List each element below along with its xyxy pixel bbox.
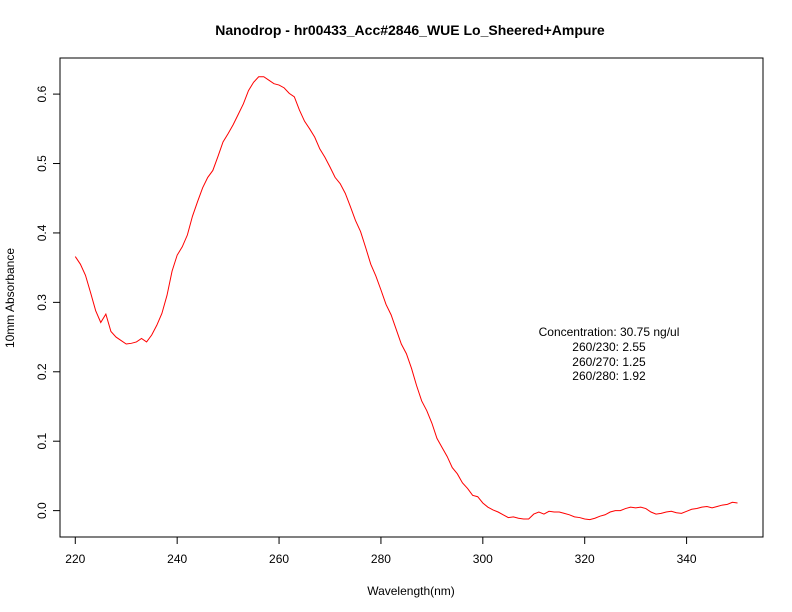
y-axis-label: 10mm Absorbance [3,248,17,348]
x-tick-label: 280 [371,552,391,566]
chart-title: Nanodrop - hr00433_Acc#2846_WUE Lo_Sheer… [215,22,605,38]
x-axis: 220 240 260 280 300 320 340 [65,537,697,566]
x-tick-label: 220 [65,552,85,566]
x-tick-label: 300 [473,552,493,566]
y-tick-label: 0.3 [35,294,49,311]
y-tick-label: 0.1 [35,433,49,450]
x-tick-label: 320 [575,552,595,566]
ratio-260-280-annotation: 260/280: 1.92 [572,369,646,383]
x-tick-label: 260 [269,552,289,566]
y-tick-label: 0.5 [35,155,49,172]
absorbance-series-line [74,76,738,521]
y-tick-label: 0.2 [35,363,49,380]
y-tick-label: 0.0 [35,502,49,519]
y-tick-label: 0.4 [35,224,49,241]
x-axis-label: Wavelength(nm) [367,584,455,598]
concentration-annotation: Concentration: 30.75 ng/ul [539,325,680,339]
x-tick-label: 340 [677,552,697,566]
annotation-block: Concentration: 30.75 ng/ul 260/230: 2.55… [539,325,680,383]
ratio-260-270-annotation: 260/270: 1.25 [572,355,646,369]
x-tick-label: 240 [167,552,187,566]
plot-frame [59,57,764,538]
y-tick-label: 0.6 [35,85,49,102]
ratio-260-230-annotation: 260/230: 2.55 [572,340,646,354]
y-axis: 0.0 0.1 0.2 0.3 0.4 0.5 0.6 [35,85,60,519]
